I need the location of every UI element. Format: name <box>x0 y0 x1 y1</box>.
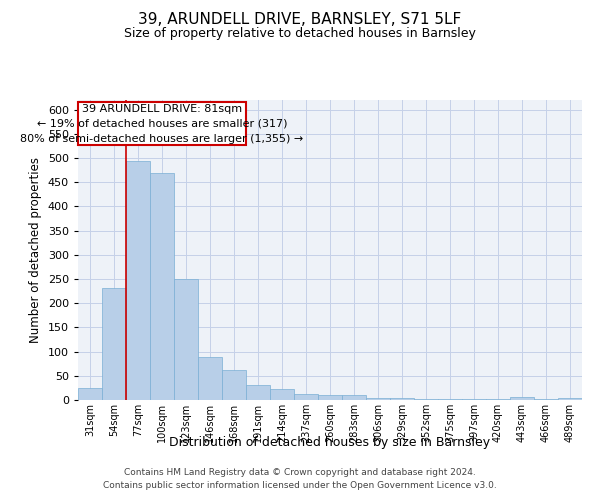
Bar <box>462 399 486 400</box>
Bar <box>414 398 438 400</box>
Y-axis label: Number of detached properties: Number of detached properties <box>29 157 42 343</box>
Bar <box>390 398 414 400</box>
Text: 39, ARUNDELL DRIVE, BARNSLEY, S71 5LF: 39, ARUNDELL DRIVE, BARNSLEY, S71 5LF <box>139 12 461 28</box>
Bar <box>150 172 174 400</box>
Bar <box>294 394 318 400</box>
Bar <box>438 399 462 400</box>
Text: Contains public sector information licensed under the Open Government Licence v3: Contains public sector information licen… <box>103 480 497 490</box>
Text: 39 ARUNDELL DRIVE: 81sqm
← 19% of detached houses are smaller (317)
80% of semi-: 39 ARUNDELL DRIVE: 81sqm ← 19% of detach… <box>20 104 304 144</box>
Bar <box>558 398 582 400</box>
Bar <box>366 398 390 400</box>
Bar <box>342 395 366 400</box>
Text: Size of property relative to detached houses in Barnsley: Size of property relative to detached ho… <box>124 28 476 40</box>
Bar <box>510 396 534 400</box>
Bar <box>78 388 102 400</box>
Text: Contains HM Land Registry data © Crown copyright and database right 2024.: Contains HM Land Registry data © Crown c… <box>124 468 476 477</box>
Bar <box>222 370 246 400</box>
Bar <box>126 162 150 400</box>
Bar <box>318 394 342 400</box>
Bar <box>246 386 270 400</box>
Bar <box>78 102 246 145</box>
Bar <box>270 390 294 400</box>
Text: Distribution of detached houses by size in Barnsley: Distribution of detached houses by size … <box>169 436 491 449</box>
Bar <box>174 279 198 400</box>
Bar <box>486 399 510 400</box>
Bar <box>198 358 222 400</box>
Bar <box>534 399 558 400</box>
Bar <box>102 288 126 400</box>
